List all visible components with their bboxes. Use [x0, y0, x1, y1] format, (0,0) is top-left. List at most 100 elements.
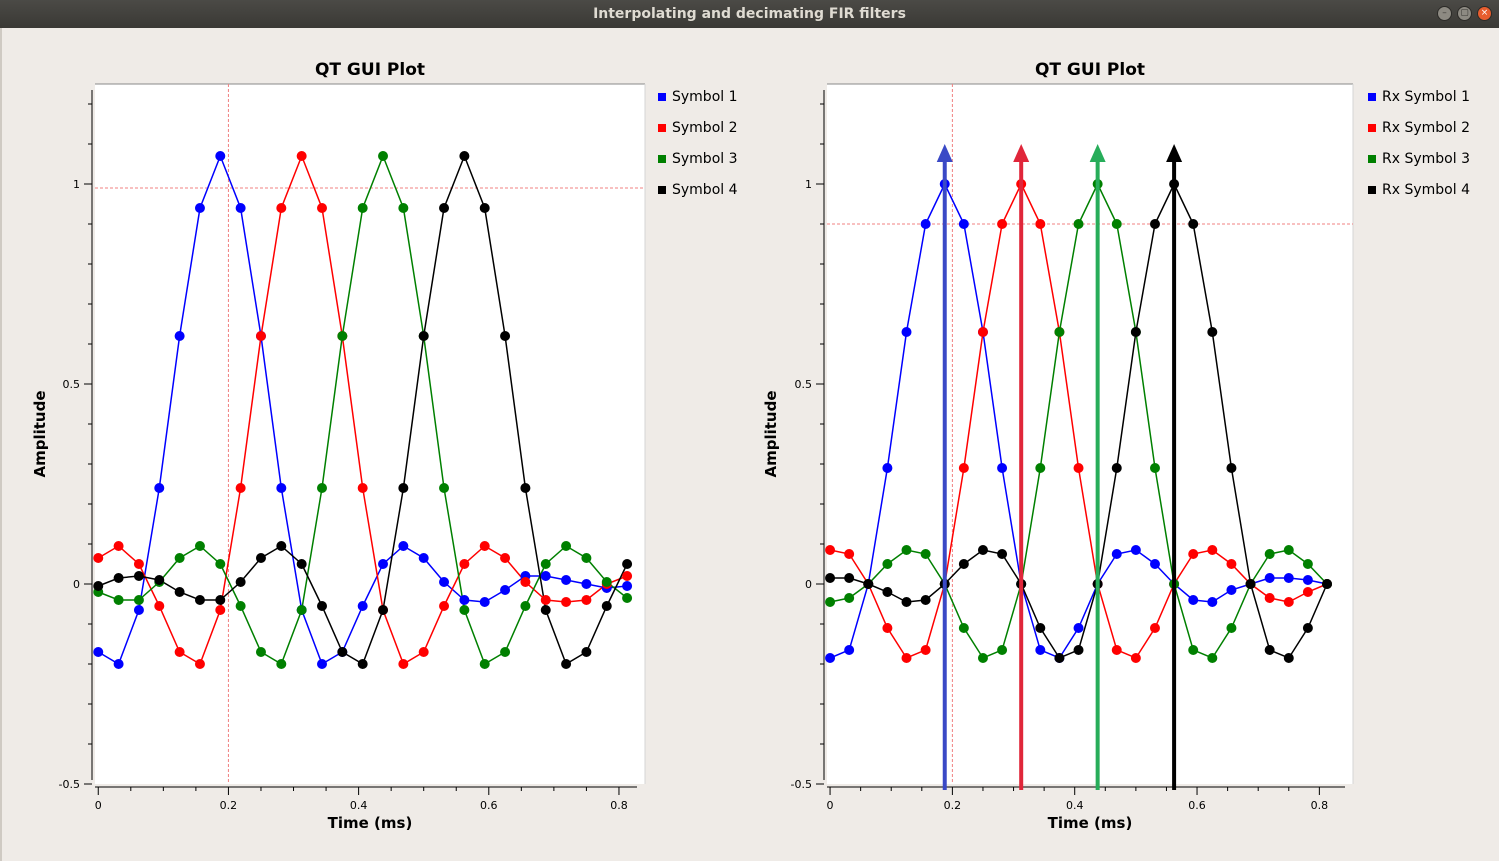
data-point-s3: [882, 559, 893, 569]
data-point-s2: [1207, 545, 1218, 555]
data-point-s3: [1111, 219, 1122, 229]
data-point-s4: [601, 601, 612, 611]
legend-swatch: [658, 155, 666, 163]
data-point-s3: [194, 541, 205, 551]
data-point-s1: [540, 571, 551, 581]
legend-label: Symbol 4: [672, 182, 738, 198]
data-point-s4: [459, 151, 470, 161]
data-point-s2: [540, 595, 551, 605]
data-point-s2: [920, 645, 931, 655]
data-point-s2: [133, 559, 144, 569]
data-point-s4: [997, 549, 1008, 559]
legend-swatch: [1368, 124, 1376, 132]
data-point-s1: [1035, 645, 1046, 655]
data-point-s2: [977, 327, 988, 337]
data-point-s2: [215, 605, 226, 615]
data-point-s1: [459, 595, 470, 605]
data-point-s3: [825, 597, 836, 607]
data-point-s4: [1073, 645, 1084, 655]
legend-swatch: [1368, 155, 1376, 163]
data-point-s3: [901, 545, 912, 555]
data-point-s4: [1264, 645, 1275, 655]
data-point-s4: [276, 541, 287, 551]
data-point-s2: [997, 219, 1008, 229]
data-point-s4: [378, 605, 389, 615]
x-axis-label: Time (ms): [1048, 814, 1133, 832]
legend-label: Symbol 2: [672, 120, 738, 136]
data-point-s4: [337, 647, 348, 657]
legend-swatch: [658, 186, 666, 194]
data-point-s4: [235, 577, 246, 587]
close-button[interactable]: ×: [1477, 6, 1492, 21]
data-point-s4: [255, 553, 266, 563]
data-point-s3: [844, 593, 855, 603]
legend-label: Rx Symbol 3: [1382, 151, 1470, 167]
data-point-s1: [561, 575, 572, 585]
data-point-s4: [194, 595, 205, 605]
x-tick-label: 0.6: [1188, 799, 1206, 812]
data-point-s1: [1302, 575, 1313, 585]
data-point-s2: [255, 331, 266, 341]
minimize-button[interactable]: –: [1437, 6, 1452, 21]
y-tick-label: 1: [805, 178, 812, 191]
data-point-s1: [1283, 573, 1294, 583]
legend-label: Rx Symbol 2: [1382, 120, 1470, 136]
y-tick-label: -0.5: [791, 778, 812, 791]
legend-label: Rx Symbol 4: [1382, 182, 1470, 198]
data-point-s4: [622, 559, 633, 569]
data-point-s3: [378, 151, 389, 161]
data-point-s4: [581, 647, 592, 657]
data-point-s3: [337, 331, 348, 341]
data-point-s3: [1073, 219, 1084, 229]
data-point-s1: [1207, 597, 1218, 607]
data-point-s2: [1111, 645, 1122, 655]
data-point-s1: [194, 203, 205, 213]
data-point-s2: [93, 553, 104, 563]
legend-swatch: [658, 124, 666, 132]
data-point-s1: [622, 581, 633, 591]
data-point-s1: [276, 483, 287, 493]
data-point-s2: [1226, 559, 1237, 569]
data-point-s2: [154, 601, 165, 611]
data-point-s2: [1302, 587, 1313, 597]
data-point-s3: [997, 645, 1008, 655]
data-point-s3: [540, 559, 551, 569]
data-point-s4: [520, 483, 531, 493]
plot-canvas-2: [827, 84, 1353, 784]
data-point-s1: [825, 653, 836, 663]
y-tick-label: 0.5: [795, 378, 813, 391]
data-point-s4: [113, 573, 124, 583]
y-tick-label: -0.5: [59, 778, 80, 791]
data-point-s4: [1226, 463, 1237, 473]
data-point-s3: [622, 593, 633, 603]
data-point-s1: [479, 597, 490, 607]
maximize-button[interactable]: ▢: [1457, 6, 1472, 21]
legend-label: Rx Symbol 1: [1382, 89, 1470, 105]
data-point-s1: [581, 579, 592, 589]
data-point-s4: [901, 597, 912, 607]
data-point-s1: [882, 463, 893, 473]
data-point-s1: [997, 463, 1008, 473]
data-point-s3: [581, 553, 592, 563]
data-point-s1: [418, 553, 429, 563]
plot-1: QT GUI Plot -0.5 0 0.5 1 0 0.2 0.4 0.6 0.8 Time (m…: [31, 60, 646, 832]
data-point-s4: [958, 559, 969, 569]
data-point-s3: [977, 653, 988, 663]
data-point-s2: [194, 659, 205, 669]
data-point-s4: [154, 575, 165, 585]
data-point-s3: [276, 659, 287, 669]
data-point-s1: [378, 559, 389, 569]
data-point-s1: [154, 483, 165, 493]
data-point-s1: [174, 331, 185, 341]
data-point-s2: [357, 483, 368, 493]
legend-swatch: [1368, 93, 1376, 101]
data-point-s2: [882, 623, 893, 633]
data-point-s3: [500, 647, 511, 657]
data-point-s4: [561, 659, 572, 669]
data-point-s1: [901, 327, 912, 337]
annotation-arrow-head: [936, 144, 953, 162]
data-point-s1: [920, 219, 931, 229]
data-point-s2: [479, 541, 490, 551]
data-point-s2: [276, 203, 287, 213]
